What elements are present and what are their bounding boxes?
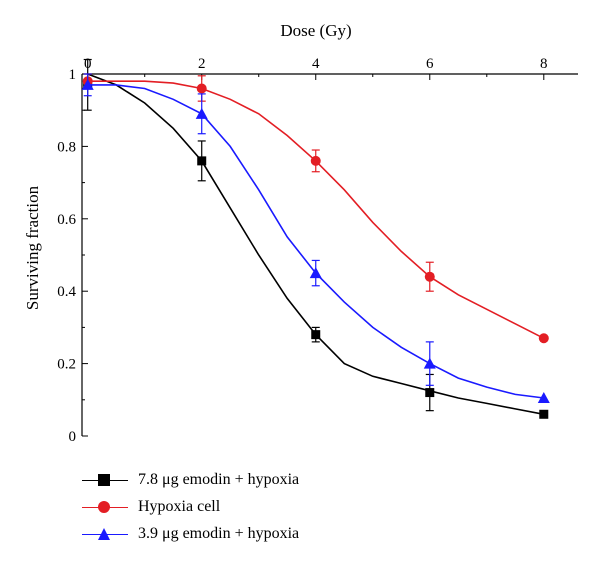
data-point-circle (538, 333, 549, 344)
data-point-triangle (81, 78, 94, 90)
series-square (83, 58, 549, 419)
data-point-triangle (423, 357, 436, 369)
series-triangle (81, 73, 550, 403)
triangle-marker-icon (98, 527, 110, 540)
data-point-square (425, 388, 435, 398)
series-line (87, 84, 544, 399)
data-point-triangle (195, 107, 208, 119)
y-tick-label: 0 (69, 429, 77, 445)
y-tick-label: 0.4 (57, 284, 76, 300)
series-line (87, 73, 544, 416)
data-point-circle (424, 271, 435, 282)
y-axis-label: Surviving fraction (23, 185, 42, 310)
legend-label: 7.8 μg emodin + hypoxia (138, 470, 300, 488)
circle-marker-icon (98, 500, 110, 513)
data-point-circle (196, 83, 207, 94)
series-line (87, 80, 545, 340)
legend-item-3-9ug-emodin: 3.9 μg emodin + hypoxia (82, 520, 482, 547)
legend-swatch-circle (82, 500, 128, 514)
x-tick-label: 6 (426, 56, 434, 72)
x-tick-label: 4 (312, 56, 320, 72)
data-point-square (197, 156, 207, 166)
axes: 00.20.40.60.8102468 (57, 56, 578, 445)
legend-item-hypoxia-cell: Hypoxia cell (82, 493, 482, 520)
x-tick-label: 8 (540, 56, 548, 72)
data-point-triangle (309, 267, 322, 279)
legend-swatch-square (82, 473, 128, 487)
square-marker-icon (98, 473, 110, 486)
x-axis-label: Dose (Gy) (280, 21, 351, 40)
y-tick-label: 0.2 (57, 357, 76, 373)
x-tick-label: 2 (198, 56, 206, 72)
legend-label: 3.9 μg emodin + hypoxia (138, 524, 300, 542)
series-circle (82, 73, 549, 344)
data-point-square (539, 409, 549, 419)
legend: 7.8 μg emodin + hypoxia Hypoxia cell 3.9… (82, 466, 482, 547)
data-point-triangle (537, 391, 550, 403)
data-point-square (311, 330, 321, 340)
y-tick-label: 0.8 (57, 139, 76, 155)
legend-swatch-triangle (82, 527, 128, 541)
y-tick-label: 1 (69, 67, 77, 83)
legend-item-7-8ug-emodin: 7.8 μg emodin + hypoxia (82, 466, 482, 493)
data-point-circle (310, 155, 321, 166)
legend-label: Hypoxia cell (138, 497, 221, 515)
y-tick-label: 0.6 (57, 212, 76, 228)
series-layer (81, 58, 550, 419)
